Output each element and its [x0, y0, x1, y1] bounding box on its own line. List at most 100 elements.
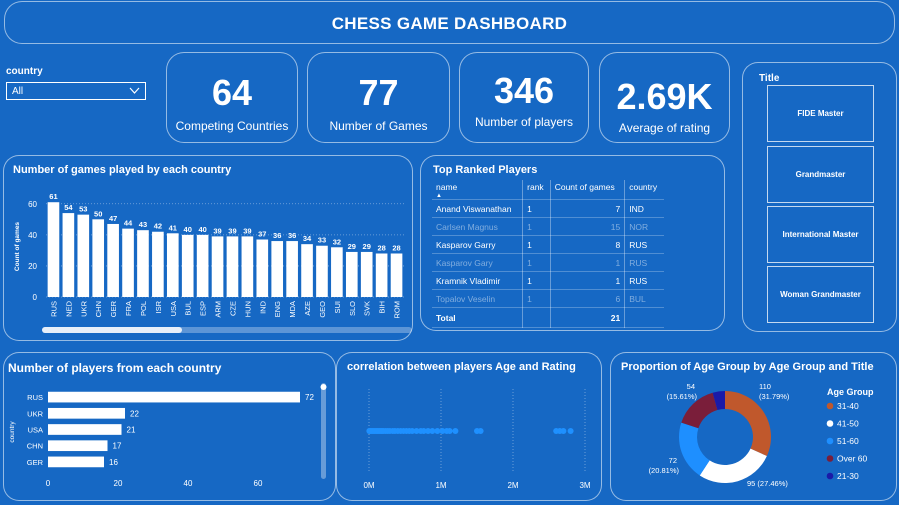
scatter-point: [446, 428, 453, 434]
data-label: 16: [109, 458, 118, 467]
scatter-point: [560, 428, 567, 434]
cell-name: Kasparov Gary: [432, 253, 524, 272]
bar: [345, 251, 358, 297]
slice-percent: (31.79%): [759, 392, 790, 401]
total-value: 21: [550, 307, 626, 328]
title-option-woman-grandmaster[interactable]: Woman Grandmaster: [767, 266, 874, 323]
x-tick-label: FRA: [124, 301, 133, 316]
country-slicer[interactable]: country All: [6, 66, 146, 100]
players-by-country-chart: 72 RUS 22 UKR 21 USA 17 CHN 16 GER 0 20 40 60 country: [9, 383, 327, 488]
title-option-fide-master[interactable]: FIDE Master: [767, 85, 874, 142]
age-rating-title: correlation between players Age and Rati…: [347, 361, 576, 373]
cell-count: 15: [550, 217, 626, 236]
table-row[interactable]: Kasparov Garry 1 8 RUS: [432, 235, 664, 254]
data-label: 72: [305, 393, 314, 402]
x-tick-label: SUI: [333, 301, 342, 314]
legend-marker: [826, 437, 834, 445]
kpi-label: Number of Games: [329, 119, 428, 133]
bar: [47, 202, 60, 297]
scatter-point: [434, 428, 441, 434]
kpi-card-players: 346 Number of players: [459, 52, 589, 143]
data-label: 36: [273, 231, 281, 240]
title-slicer: Title FIDE Master Grandmaster Internatio…: [742, 62, 897, 332]
y-axis-label: country: [9, 421, 16, 443]
data-label: 37: [258, 230, 266, 239]
data-label: 29: [348, 242, 356, 251]
bar: [92, 219, 105, 297]
x-tick-label: SVK: [363, 301, 372, 316]
kpi-value: 77: [358, 72, 399, 113]
bar: [256, 239, 269, 297]
table-header-row: name ▲ rank Count of games country: [432, 180, 664, 200]
x-tick-label: HUN: [243, 301, 252, 317]
data-label: 47: [109, 214, 117, 223]
bar: [211, 236, 224, 297]
bar: [166, 233, 179, 297]
x-tick-label: 60: [254, 479, 263, 488]
x-tick-label: SLO: [348, 301, 357, 316]
y-axis-label: Count of games: [14, 222, 21, 271]
bar: [375, 253, 388, 297]
title-option-grandmaster[interactable]: Grandmaster: [767, 146, 874, 203]
scatter-point: [420, 428, 427, 434]
bar: [152, 231, 164, 297]
bar: [196, 234, 209, 297]
x-tick-label: BIH: [378, 301, 387, 314]
column-header-count[interactable]: Count of games: [550, 180, 626, 200]
data-label: 36: [288, 231, 296, 240]
cell-rank: 1: [522, 235, 551, 254]
bar: [286, 241, 298, 297]
top-players-title: Top Ranked Players: [433, 164, 538, 176]
x-tick-label: ARM: [214, 301, 223, 318]
country-dropdown[interactable]: All: [6, 82, 146, 100]
kpi-label: Number of players: [474, 115, 574, 129]
table-row[interactable]: Anand Viswanathan 1 7 IND: [432, 199, 664, 218]
column-header-name[interactable]: name ▲: [432, 180, 524, 200]
data-label: 44: [124, 219, 133, 228]
y-tick-label: RUS: [27, 393, 43, 402]
column-header-rank[interactable]: rank: [522, 180, 551, 200]
title-option-international-master[interactable]: International Master: [767, 206, 874, 263]
legend-marker: [826, 420, 834, 427]
x-tick-label: 0M: [363, 481, 374, 490]
y-tick-label: 0: [33, 293, 38, 302]
cell-name: Anand Viswanathan: [432, 199, 524, 218]
data-label: 40: [184, 225, 192, 234]
y-tick-label: UKR: [27, 409, 43, 418]
table-row[interactable]: Kramnik Vladimir 1 1 RUS: [432, 271, 664, 290]
slice-label: 54: [687, 382, 695, 391]
kpi-card-games: 77 Number of Games: [307, 52, 450, 143]
scatter-point: [452, 428, 459, 434]
donut-slice: [681, 392, 718, 429]
games-by-country-title: Number of games played by each country: [13, 164, 232, 176]
cell-rank: 1: [522, 289, 551, 308]
table-row[interactable]: Kasparov Gary 1 1 RUS: [432, 253, 664, 272]
data-label: 34: [303, 234, 312, 243]
x-tick-label: MDA: [288, 301, 297, 318]
kpi-value: 2.69K: [616, 76, 713, 117]
data-label: 32: [333, 237, 341, 246]
scatter-point: [477, 428, 484, 434]
data-label: 40: [198, 225, 206, 234]
data-label: 39: [228, 226, 236, 235]
x-tick-label: UKR: [79, 300, 88, 316]
bar: [48, 391, 300, 403]
chevron-down-icon[interactable]: [129, 86, 140, 96]
x-tick-label: ESP: [199, 301, 208, 316]
data-label: 33: [318, 236, 326, 245]
x-tick-label: IND: [258, 300, 267, 314]
kpi-label: Competing Countries: [175, 119, 289, 133]
slice-label: 95 (27.46%): [747, 479, 788, 488]
country-slicer-label: country: [6, 66, 43, 77]
column-header-country[interactable]: country: [624, 180, 664, 200]
bar: [62, 213, 75, 297]
y-tick-label: 60: [28, 200, 37, 209]
x-tick-label: 2M: [507, 481, 518, 490]
bar: [48, 424, 122, 435]
x-tick-label: GEO: [318, 301, 327, 318]
legend-title: Age Group: [827, 387, 874, 397]
table-row[interactable]: Carlsen Magnus 1 15 NOR: [432, 217, 664, 236]
table-total-row: Total 21: [432, 307, 664, 328]
age-group-panel: Proportion of Age Group by Age Group and…: [610, 352, 897, 501]
table-row[interactable]: Topalov Veselin 1 6 BUL: [432, 289, 664, 308]
